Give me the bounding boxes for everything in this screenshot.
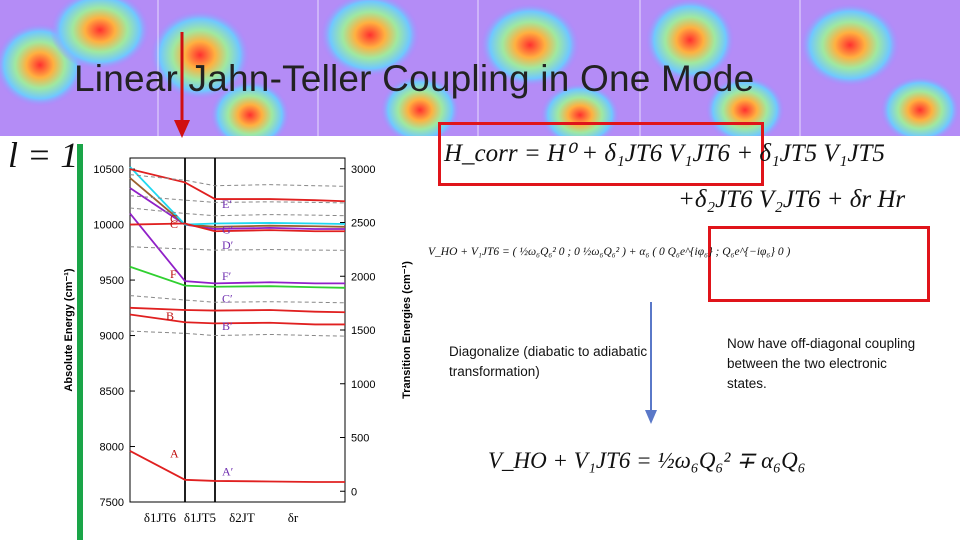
- y-tick-label-right: 1000: [351, 379, 375, 391]
- level-g: [129, 222, 345, 233]
- y-tick-label-left: 8000: [100, 442, 124, 454]
- matrix-equation: V_HO + V₁JT6 = ( ½ω₆Q₆² 0 ; 0 ½ω₆Q₆² ) +…: [428, 246, 791, 258]
- y-tick-label-right: 2500: [351, 218, 375, 230]
- hcorr-equation-line1: H_corr = H⁰ + δ₁JT6 V₁JT6 + δ₁JT5 V₁JT5: [444, 140, 885, 167]
- y-tick-label-right: 2000: [351, 271, 375, 283]
- y-tick-label-left: 10500: [93, 164, 124, 176]
- hcorr-highlight-box: [438, 122, 764, 186]
- level-label-left: B: [166, 309, 174, 323]
- level-label-right: C′: [222, 291, 233, 305]
- red-arrow-icon: [174, 32, 190, 138]
- level-c1: [129, 306, 346, 314]
- y-axis-label-right: Transition Energies (cm⁻¹): [401, 261, 413, 399]
- diagonalize-caption: Diagonalize (diabatic to adiabatic trans…: [449, 344, 648, 379]
- header-banner: [0, 0, 960, 136]
- energy-level-chart: δ1JT6 δ1JT5 δ2JT δr 7500 8000 8500 9000 9500 1000…: [63, 157, 413, 525]
- level-label-right: D′: [222, 238, 234, 252]
- level-label-left: A: [170, 447, 179, 461]
- offdiag-highlight-box: [708, 226, 930, 302]
- y-tick-label-right: 3000: [351, 164, 375, 176]
- offdiag-caption: Now have off-diagonal coupling between t…: [727, 336, 916, 391]
- level-brown: [129, 177, 346, 228]
- x-tick-label: δ2JT: [229, 510, 255, 525]
- level-label-right: G′: [222, 222, 234, 236]
- y-tick-label-left: 10000: [93, 220, 124, 232]
- level-label-right: F′: [222, 269, 232, 283]
- green-bar: [77, 144, 83, 540]
- level-dashed-1: [129, 295, 346, 304]
- page-title: Linear Jahn-Teller Coupling in One Mode: [74, 58, 755, 99]
- level-label-right: B′: [222, 319, 233, 333]
- level-f-green: [129, 265, 346, 289]
- level-label-left: C: [170, 211, 178, 225]
- y-tick-label-left: 9500: [100, 275, 124, 287]
- level-e: [129, 168, 346, 203]
- banner-graphic: [0, 0, 960, 136]
- hcorr-equation-line2: +δ₂JT6 V₂JT6 + δr Hr: [678, 186, 906, 213]
- level-dashed-3: [129, 207, 346, 217]
- y-tick-label-left: 7500: [100, 497, 124, 509]
- adiabatic-equation: V_HO + V₁JT6 = ½ω₆Q₆² ∓ α₆Q₆: [488, 448, 806, 473]
- level-dashed-4: [129, 195, 346, 204]
- blue-arrow-icon: [645, 302, 657, 424]
- level-label-right: A′: [222, 464, 234, 478]
- x-tick-label: δ1JT6: [144, 510, 177, 525]
- level-f-purple: [129, 212, 345, 285]
- x-tick-label: δr: [288, 510, 299, 525]
- level-dashed-5: [129, 174, 346, 187]
- level-c-purple: [129, 187, 345, 230]
- level-label-left: C: [170, 217, 178, 231]
- y-tick-label-left: 8500: [100, 386, 124, 398]
- level-dashed-2: [129, 330, 346, 337]
- level-a: [129, 450, 345, 483]
- level-b: [129, 313, 345, 326]
- level-label-left: F: [170, 267, 177, 281]
- level-cyan: [129, 166, 346, 226]
- y-axis-label-left: Absolute Energy (cm⁻¹): [63, 268, 75, 391]
- x-tick-label: δ1JT5: [184, 510, 216, 525]
- y-tick-label-left: 9000: [100, 331, 124, 343]
- y-tick-label-right: 1500: [351, 325, 375, 337]
- level-dashed-6: [129, 246, 346, 251]
- l-label: l = 1: [8, 135, 79, 175]
- level-label-right: E′: [222, 197, 232, 211]
- y-tick-label-right: 0: [351, 486, 357, 498]
- y-tick-label-right: 500: [351, 433, 369, 445]
